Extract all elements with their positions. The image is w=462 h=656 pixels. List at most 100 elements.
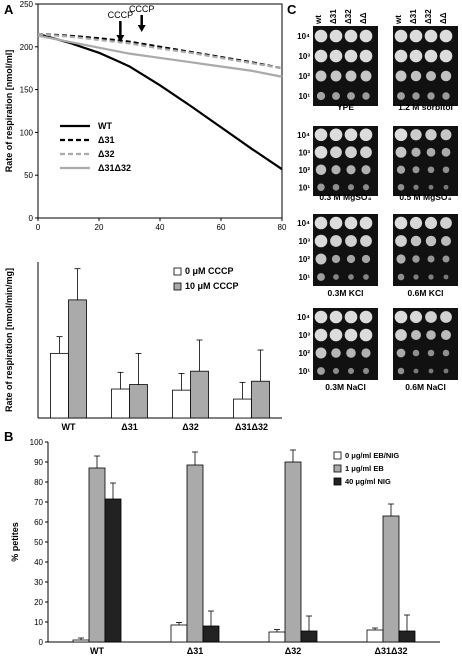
category-label: WT xyxy=(90,646,104,656)
dilution-label: 10⁴ xyxy=(297,131,310,140)
strain-header: wt xyxy=(394,15,403,25)
colony-spot xyxy=(413,274,419,280)
colony-spot xyxy=(412,255,420,263)
colony-spot xyxy=(424,49,438,63)
colony-spot xyxy=(424,216,438,230)
colony-spot xyxy=(428,368,434,374)
colony-spot xyxy=(317,367,325,375)
colony-spot xyxy=(359,128,373,142)
colony-spot xyxy=(442,255,450,263)
chart-respiration-rate-bars: Rate of respiration [nmol/min/mg]WT Δ31 Δ3… xyxy=(4,262,282,432)
colony-spot xyxy=(396,165,406,174)
y-tick-label: 10 xyxy=(34,618,43,627)
colony-spot xyxy=(315,164,327,175)
colony-spot xyxy=(441,147,451,157)
y-tick-label: 200 xyxy=(20,43,34,52)
colony-spot xyxy=(397,367,405,375)
chart-respiration-trace: 0 50 100 150 200 250 0 20 40 60 80 Rate of respirat… xyxy=(4,0,287,232)
colony-spot xyxy=(440,217,452,229)
colony-spot xyxy=(443,368,449,374)
y-tick-label: 60 xyxy=(34,518,43,527)
colony-spot xyxy=(344,29,358,43)
colony-spot xyxy=(440,129,452,141)
strain-header: Δ31 xyxy=(409,9,418,24)
strain-header: Δ32 xyxy=(344,9,353,24)
bar-0 xyxy=(50,352,69,419)
panel-letter-b: B xyxy=(4,429,13,444)
colony-spot xyxy=(394,216,408,230)
legend-label: 0 μM CCCP xyxy=(185,266,234,276)
legend-label: Δ32 xyxy=(98,149,114,159)
dilution-label: 10³ xyxy=(298,237,310,246)
colony-spot xyxy=(317,183,325,191)
colony-spot xyxy=(394,29,408,43)
colony-spot xyxy=(314,29,328,43)
colony-spot xyxy=(442,349,450,357)
bar-1 xyxy=(251,380,270,419)
colony-spot xyxy=(443,184,449,190)
colony-spot xyxy=(410,129,422,141)
legend-label: 1 μg/ml EB xyxy=(345,464,384,473)
category-label: Δ31Δ32 xyxy=(375,646,408,656)
category-label: Δ31Δ32 xyxy=(235,422,268,432)
colony-spot xyxy=(409,49,423,63)
legend-label: 0 μg/ml EB/NIG xyxy=(345,451,399,460)
category-label: Δ31 xyxy=(121,422,137,432)
colony-spot xyxy=(443,274,449,280)
spot-assay-panel: wt Δ31 Δ32 ΔΔ wt Δ31 Δ32 ΔΔ 10⁴ 10³ 10² 10¹ YPE 1.2 M… xyxy=(297,9,458,392)
x-tick-label: 0 xyxy=(36,223,41,232)
colony-spot xyxy=(410,70,422,82)
colony-spot xyxy=(411,147,421,157)
bar-2 xyxy=(104,498,122,643)
colony-spot xyxy=(314,49,328,63)
colony-spot xyxy=(439,49,453,63)
plate-condition-label: 0.3 M MgSO₄ xyxy=(319,192,371,202)
dilution-label: 10¹ xyxy=(298,92,310,101)
colony-spot xyxy=(412,92,420,100)
series-line-1 xyxy=(37,32,283,70)
colony-spot xyxy=(426,147,436,157)
annotation-label: CCCP xyxy=(108,10,134,20)
dilution-label: 10² xyxy=(298,72,310,81)
legend-label: Δ31 xyxy=(98,135,114,145)
y-tick-label: 50 xyxy=(24,171,33,180)
colony-spot xyxy=(332,367,340,375)
colony-spot xyxy=(397,183,405,191)
dilution-label: 10¹ xyxy=(298,183,310,192)
colony-spot xyxy=(413,368,419,374)
y-tick-label: 90 xyxy=(34,458,43,467)
colony-spot xyxy=(410,235,422,247)
colony-spot xyxy=(426,330,436,340)
colony-spot xyxy=(362,92,370,100)
colony-spot xyxy=(440,311,452,323)
colony-spot xyxy=(395,329,407,341)
colony-spot xyxy=(344,128,358,142)
colony-spot xyxy=(363,274,369,280)
category-label: Δ32 xyxy=(182,422,198,432)
colony-spot xyxy=(315,70,327,82)
colony-spot xyxy=(347,367,355,375)
colony-spot xyxy=(413,184,419,190)
colony-spot xyxy=(409,29,423,43)
plate-condition-label: 0.5 M MgSO₄ xyxy=(399,192,451,202)
bar-1 xyxy=(88,467,106,643)
colony-spot xyxy=(360,146,372,159)
bar-0 xyxy=(170,624,188,643)
y-tick-label: 30 xyxy=(34,578,43,587)
colony-spot xyxy=(394,128,408,142)
panel-letter-a: A xyxy=(4,2,14,17)
colony-spot xyxy=(329,328,343,342)
colony-spot xyxy=(395,235,407,247)
colony-spot xyxy=(331,348,341,358)
strain-header: Δ32 xyxy=(424,9,433,24)
legend-swatch xyxy=(333,464,342,473)
colony-spot xyxy=(314,328,328,342)
colony-spot xyxy=(396,348,406,358)
bar-2 xyxy=(300,630,318,643)
bar-1 xyxy=(382,515,400,643)
colony-spot xyxy=(440,329,452,341)
colony-spot xyxy=(442,166,450,174)
colony-spot xyxy=(395,70,407,82)
colony-spot xyxy=(412,349,420,357)
